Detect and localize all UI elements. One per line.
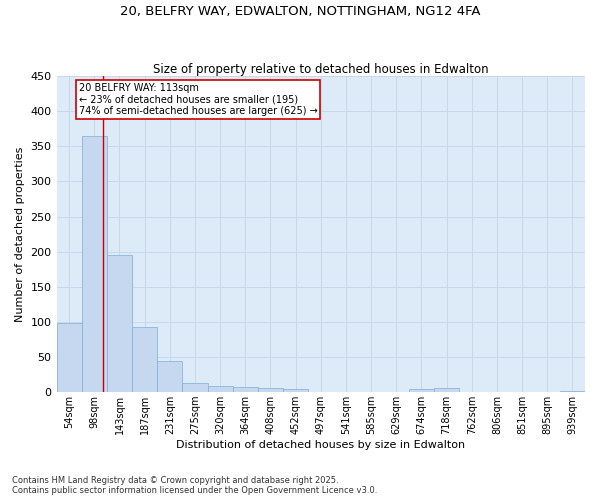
Bar xyxy=(258,388,283,392)
Bar xyxy=(107,255,132,392)
Bar xyxy=(56,324,82,392)
Bar xyxy=(208,386,233,392)
Text: 20, BELFRY WAY, EDWALTON, NOTTINGHAM, NG12 4FA: 20, BELFRY WAY, EDWALTON, NOTTINGHAM, NG… xyxy=(120,5,480,18)
Bar xyxy=(233,386,258,392)
Bar xyxy=(82,136,107,392)
Bar xyxy=(283,388,308,392)
Title: Size of property relative to detached houses in Edwalton: Size of property relative to detached ho… xyxy=(153,63,488,76)
Bar xyxy=(409,388,434,392)
Bar xyxy=(157,360,182,392)
X-axis label: Distribution of detached houses by size in Edwalton: Distribution of detached houses by size … xyxy=(176,440,466,450)
Bar xyxy=(434,388,459,392)
Bar xyxy=(182,383,208,392)
Bar xyxy=(132,327,157,392)
Text: Contains HM Land Registry data © Crown copyright and database right 2025.
Contai: Contains HM Land Registry data © Crown c… xyxy=(12,476,377,495)
Text: 20 BELFRY WAY: 113sqm
← 23% of detached houses are smaller (195)
74% of semi-det: 20 BELFRY WAY: 113sqm ← 23% of detached … xyxy=(79,83,317,116)
Bar xyxy=(560,391,585,392)
Y-axis label: Number of detached properties: Number of detached properties xyxy=(15,146,25,322)
